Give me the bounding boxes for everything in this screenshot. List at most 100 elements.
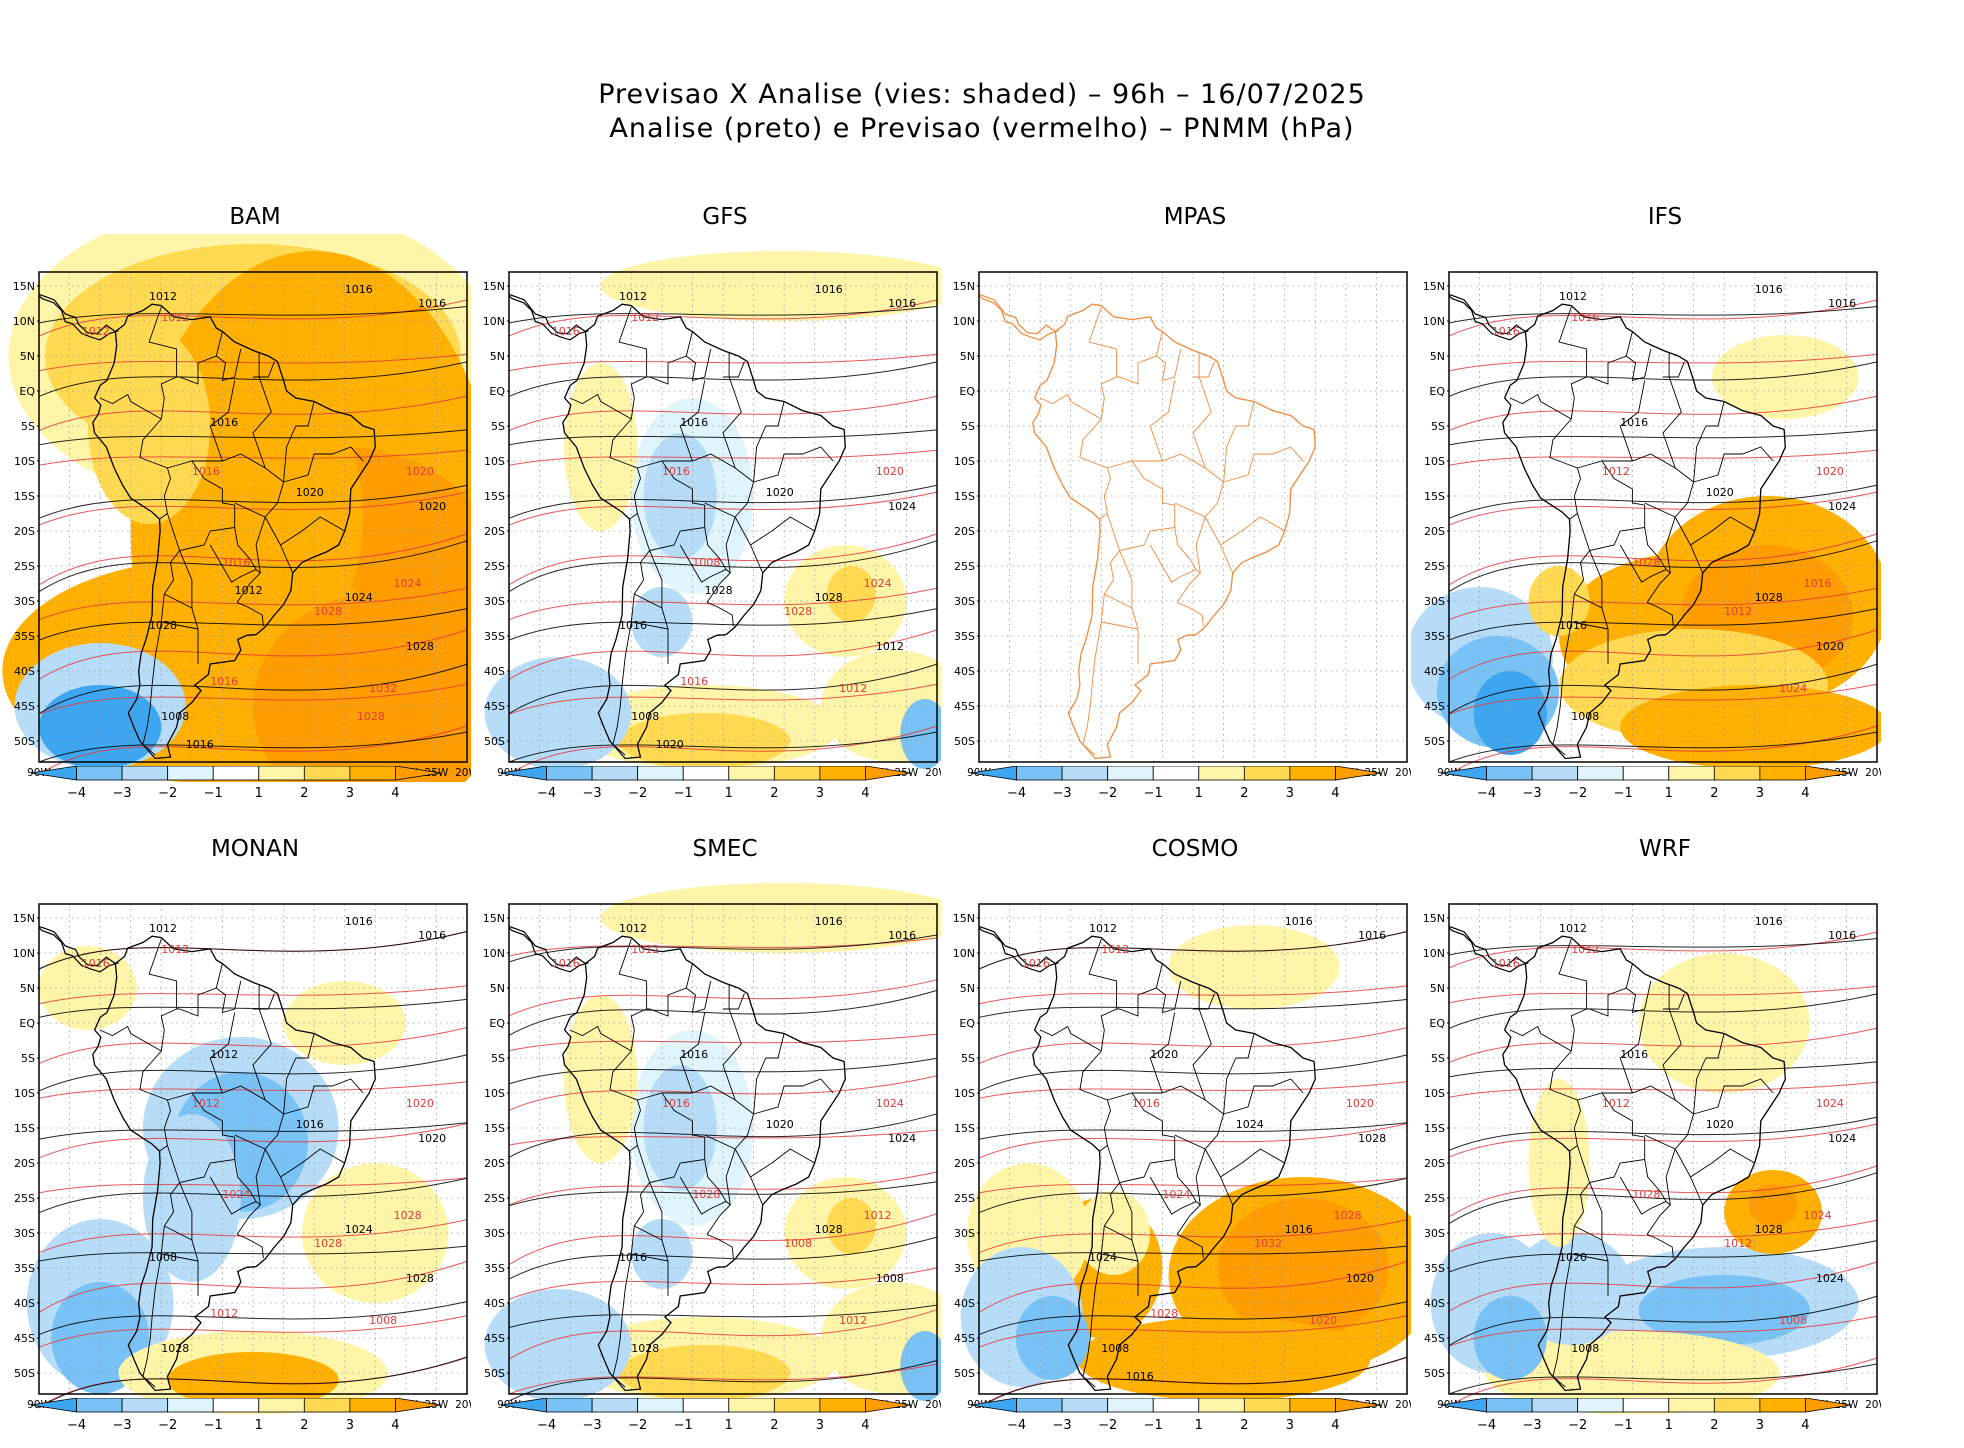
lat-tick-label: 20S <box>954 525 975 538</box>
lat-tick-label: 5N <box>960 982 975 995</box>
isobar-label-forecast: 1012 <box>864 1209 892 1222</box>
colorbar-label: −1 <box>674 1418 693 1433</box>
colorbar-arrow-left <box>970 1398 1017 1413</box>
lat-tick-label: 50S <box>954 735 975 748</box>
colorbar-label: −4 <box>537 1418 556 1433</box>
colorbar-segment <box>1759 1398 1806 1413</box>
lat-tick-label: 15N <box>953 280 975 293</box>
isobar-label-analysis: 1024 <box>888 1132 916 1145</box>
lat-tick-label: 10S <box>484 1087 505 1100</box>
isobar-label-analysis: 1016 <box>1755 915 1783 928</box>
lat-tick-label: 20S <box>954 1157 975 1170</box>
lat-tick-label: 5S <box>1431 420 1445 433</box>
colorbar-label: −4 <box>1007 1418 1026 1433</box>
isobar-label-analysis: 1012 <box>210 1048 238 1061</box>
colorbar-arrow-left <box>30 766 77 781</box>
isobar-label-analysis: 1020 <box>656 738 684 751</box>
isobar-label-analysis: 1012 <box>1559 290 1587 303</box>
isobar-label-forecast: 1028 <box>1334 1209 1362 1222</box>
colorbar-label: −1 <box>204 786 223 801</box>
lat-tick-label: 5S <box>21 420 35 433</box>
colorbar-label: −3 <box>1053 786 1072 801</box>
isobar-label-analysis: 1028 <box>1755 1223 1783 1236</box>
colorbar-label: −3 <box>1523 786 1542 801</box>
isobar-label-analysis: 1012 <box>149 922 177 935</box>
lat-tick-label: 35S <box>1424 630 1445 643</box>
isobar-label-forecast: 1024 <box>1804 1209 1832 1222</box>
colorbar-segment <box>258 766 305 781</box>
colorbar-segment <box>349 1398 396 1413</box>
isobar-label-forecast: 1028 <box>1632 1188 1660 1201</box>
colorbar-arrow-left <box>500 766 547 781</box>
colorbar-segment <box>212 1398 260 1413</box>
colorbar-label: −3 <box>583 786 602 801</box>
isobar-label-forecast: 1012 <box>839 682 867 695</box>
panel-monan: MONAN 1012 1016 1016 1012 1016 1020 1024 1028 100… <box>1 836 471 1433</box>
isobar-label-forecast: 1012 <box>839 1314 867 1327</box>
panel-bam: BAM 1012 1016 1016 1016 1020 1020 1024 1028 1028 1… <box>1 204 471 801</box>
lat-tick-label: 15N <box>483 280 505 293</box>
isobar-label-forecast: 1024 <box>394 577 422 590</box>
colorbar-label: 3 <box>346 786 354 801</box>
isobar-label-analysis: 1008 <box>1571 710 1599 723</box>
colorbar-label: −4 <box>1477 1418 1496 1433</box>
colorbar-arrow-left <box>500 1398 547 1413</box>
colorbar-segment <box>1152 1398 1200 1413</box>
lat-tick-label: 40S <box>954 1297 975 1310</box>
colorbar-arrow-right <box>865 1398 912 1413</box>
isobar-label-analysis: 1020 <box>1346 1272 1374 1285</box>
colorbar-arrow-right <box>395 1398 442 1413</box>
map-frame <box>978 271 1408 763</box>
isobar-label-forecast: 1028 <box>394 1209 422 1222</box>
isobar-label-forecast: 1012 <box>631 311 659 324</box>
isobar-label-forecast: 1016 <box>552 325 580 338</box>
isobar-label-forecast: 1016 <box>1492 957 1520 970</box>
colorbar-segment <box>682 766 730 781</box>
isobar-label-analysis: 1016 <box>815 915 843 928</box>
isobar-label-analysis: 1008 <box>1571 1342 1599 1355</box>
lat-tick-label: 20S <box>484 1157 505 1170</box>
map-plot: 1012101610161012101610201024102810081028… <box>13 903 471 1414</box>
colorbar-segment <box>773 766 821 781</box>
colorbar-segment <box>167 766 214 781</box>
colorbar-segment <box>1061 766 1109 781</box>
colorbar-label: 2 <box>1710 1418 1718 1433</box>
isobar-label-forecast: 1024 <box>876 1097 904 1110</box>
lat-tick-label: 15S <box>954 1122 975 1135</box>
lat-tick-label: 25S <box>1424 560 1445 573</box>
colorbar-label: −3 <box>1523 1418 1542 1433</box>
lat-tick-label: 50S <box>1424 735 1445 748</box>
colorbar-segment <box>121 766 169 781</box>
colorbar-label: −3 <box>113 1418 132 1433</box>
isobar-label-analysis: 1016 <box>1285 915 1313 928</box>
isobar-label-forecast: 1020 <box>1346 1097 1374 1110</box>
colorbar-arrow-left <box>30 1398 77 1413</box>
coastline <box>1502 303 1786 760</box>
colorbar-label: 2 <box>1240 1418 1248 1433</box>
colorbar-segment <box>76 1398 123 1413</box>
map-plot: 15N10N5NEQ5S10S15S20S25S30S35S40S45S50S9… <box>953 271 1411 779</box>
isobar-label-analysis: 1008 <box>1101 1342 1129 1355</box>
lat-tick-label: 10N <box>953 947 975 960</box>
lat-tick-label: 35S <box>954 630 975 643</box>
colorbar-segment <box>591 1398 639 1413</box>
isobar-label-forecast: 1020 <box>406 465 434 478</box>
panel-title: BAM <box>229 204 281 230</box>
colorbar-segment <box>1668 1398 1715 1413</box>
isobar-label-analysis: 1016 <box>1828 929 1856 942</box>
colorbar-label: 2 <box>300 1418 308 1433</box>
colorbar-segment <box>1016 1398 1063 1413</box>
colorbar-label: 2 <box>770 1418 778 1433</box>
colorbar-segment <box>1152 766 1200 781</box>
panel-cosmo: COSMO 1012 1016 1016 1020 1024 1028 1016 1020 102… <box>941 836 1411 1433</box>
panel-title: WRF <box>1639 836 1691 862</box>
isobar-label-analysis: 1008 <box>161 710 189 723</box>
isobar-label-analysis: 1016 <box>619 1251 647 1264</box>
lat-tick-label: 10S <box>1424 1087 1445 1100</box>
colorbar: −4 −3 −2 −1 1 2 3 4 <box>970 1398 1382 1433</box>
isobar-label-analysis: 1016 <box>1285 1223 1313 1236</box>
lat-tick-label: EQ <box>19 385 35 398</box>
isobar-label-forecast: 1024 <box>1779 682 1807 695</box>
lat-tick-label: 50S <box>14 1367 35 1380</box>
colorbar-label: −1 <box>1614 786 1633 801</box>
